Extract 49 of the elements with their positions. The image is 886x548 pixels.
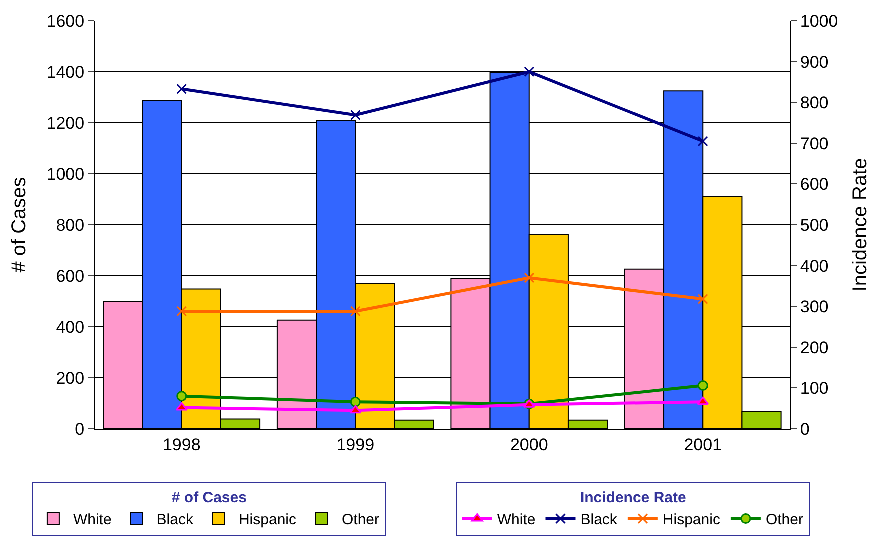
y-tick-label: 1200: [46, 114, 85, 133]
y2-tick-label: 1000: [800, 12, 838, 31]
point: [698, 136, 708, 147]
y-tick-label: 600: [56, 266, 85, 286]
point: [524, 66, 535, 78]
point: [698, 380, 708, 391]
y2-tick-label: 200: [800, 338, 829, 358]
y-tick-label: 200: [56, 368, 85, 388]
legend-label: White: [497, 512, 536, 529]
y2-tick-label: 900: [800, 52, 829, 72]
x-tick-label: 2000: [510, 435, 548, 454]
legend-label: Other: [766, 512, 804, 529]
x-tick-label: 1998: [162, 435, 201, 454]
point: [524, 272, 535, 284]
point: [350, 306, 361, 317]
legend-label: Black: [580, 512, 618, 529]
y2-tick-label: 500: [800, 216, 829, 235]
y2-tick-label: 800: [800, 94, 829, 113]
legend-label: White: [73, 512, 112, 529]
point: [698, 294, 708, 305]
y-tick-label: 1600: [46, 12, 85, 31]
text: # of Cases: [172, 490, 247, 507]
y2-tick-label: 0: [800, 420, 810, 439]
point: [350, 396, 361, 408]
y2-tick-label: 400: [800, 256, 829, 276]
point: [176, 84, 188, 94]
y-tick-label: 0: [75, 420, 85, 439]
point: [176, 306, 188, 317]
point: [176, 391, 188, 402]
legend-label: Hispanic: [238, 512, 297, 529]
y-tick-label: 1400: [46, 62, 85, 82]
y2-tick-label: 100: [800, 379, 829, 398]
text: Incidence Rate: [580, 490, 686, 507]
y-tick-label: 1000: [46, 164, 85, 184]
y2-tick-label: 700: [800, 134, 829, 154]
y-tick-label: 400: [56, 318, 85, 337]
y2-tick-label: 600: [800, 175, 829, 194]
legend-label: Other: [342, 512, 380, 529]
x-tick-label: 1999: [336, 435, 375, 454]
point: [697, 396, 710, 406]
y-tick-label: 800: [56, 216, 85, 235]
x-tick-label: 2001: [684, 435, 722, 454]
legend-label: Hispanic: [662, 512, 721, 529]
y2-axis-title: Incidence Rate: [850, 158, 872, 292]
y-axis-title: # of Cases: [8, 177, 30, 273]
point: [350, 405, 362, 414]
legend-label: Black: [156, 512, 194, 529]
point: [350, 110, 361, 120]
y2-tick-label: 300: [800, 298, 829, 317]
